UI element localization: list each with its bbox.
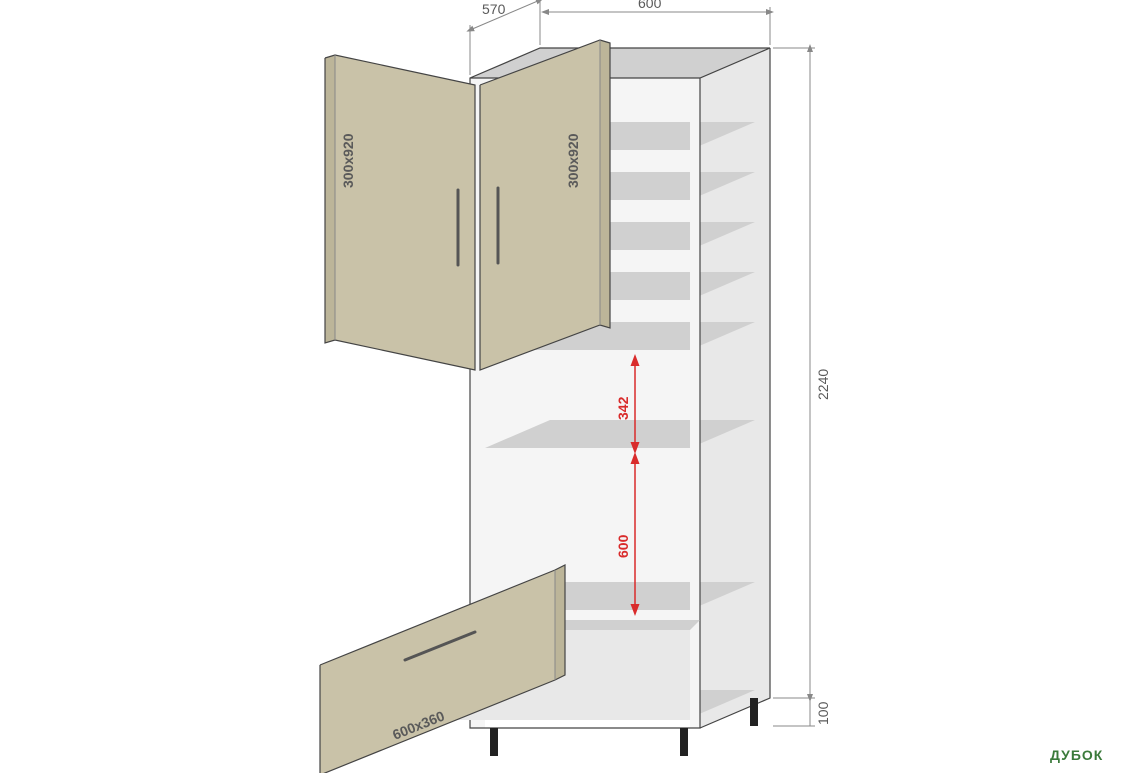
cabinet-drawing: 600x360 300x920 300x920 [0,0,1130,773]
leg [490,728,498,756]
door-left-side [325,55,335,343]
dim-niche-lower-label: 600 [615,534,631,558]
dim-depth-label: 570 [482,1,506,17]
leg [680,728,688,756]
drawer-front-side [555,565,565,680]
dim-height-label: 2240 [815,369,831,400]
right-panel-edge [690,78,700,728]
door-right-side [600,40,610,328]
dim-height: 2240 100 [773,48,831,726]
top-doors: 300x920 300x920 [325,40,610,370]
leg [750,698,758,726]
dim-plinth-label: 100 [815,701,831,725]
door-left-label: 300x920 [340,133,356,188]
drawer-front [320,570,555,773]
middle-shelf-edge [485,448,690,458]
dim-niche-upper-label: 342 [615,396,631,420]
door-left [335,55,475,370]
brand-logo: ДУБОК [1050,747,1103,763]
door-right-label: 300x920 [565,133,581,188]
dim-width: 600 [545,0,770,45]
dim-width-label: 600 [638,0,662,11]
